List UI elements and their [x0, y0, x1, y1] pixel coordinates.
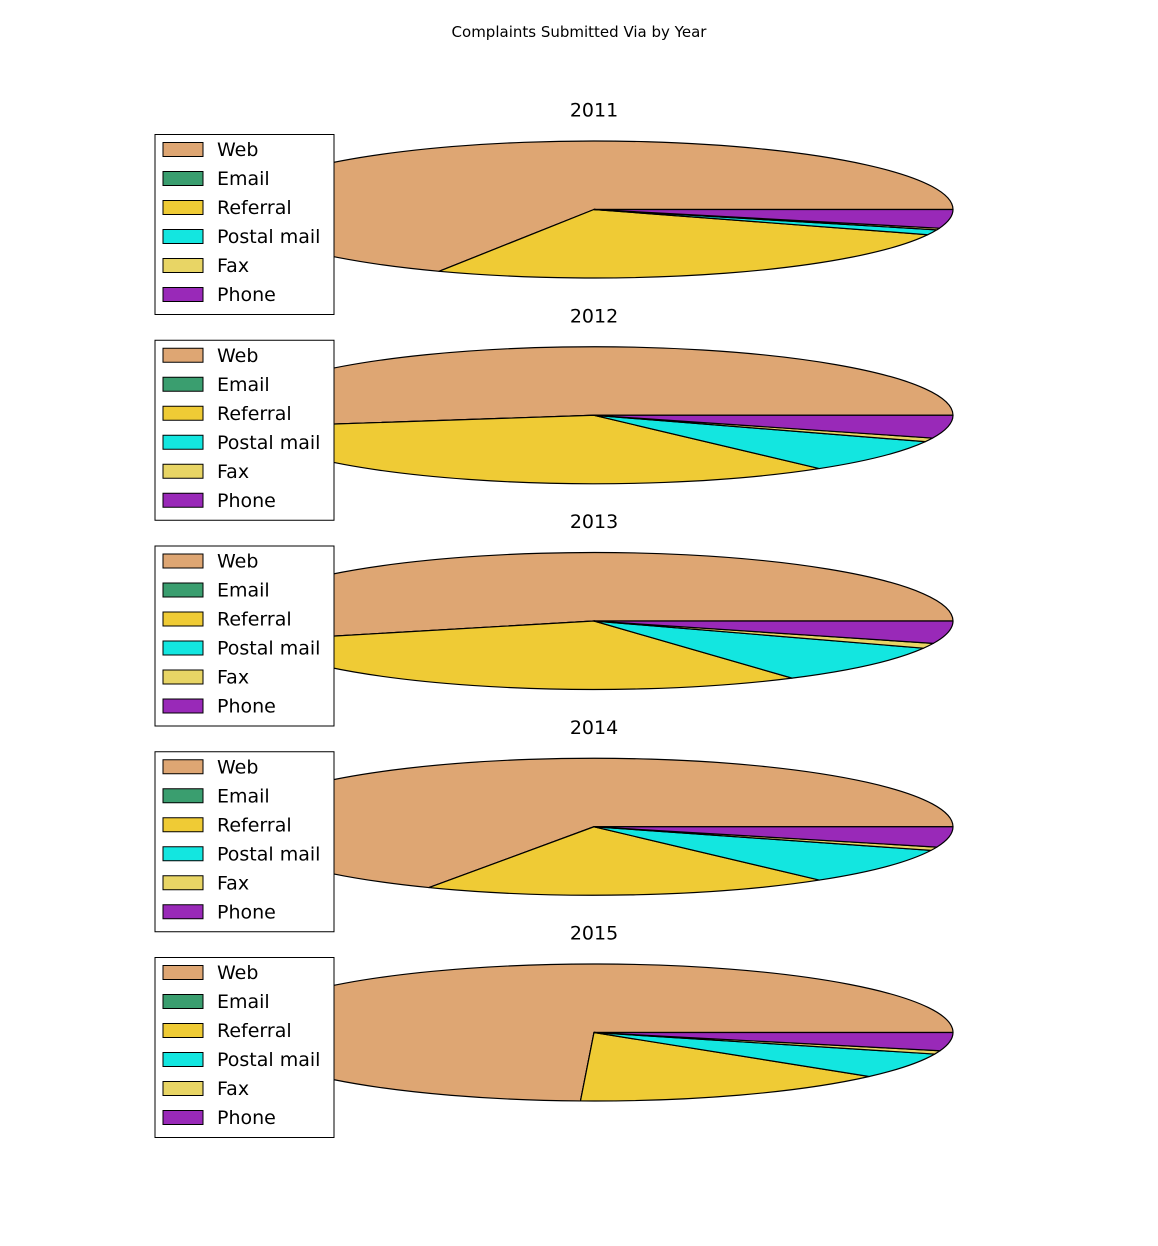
pie-slice-referral	[438, 208, 929, 279]
legend-swatch-phone	[162, 904, 204, 920]
pie-slice-phone	[593, 620, 954, 644]
legend-label-fax: Fax	[217, 255, 249, 277]
legend-frame	[154, 545, 335, 727]
legend-label-postal-mail: Postal mail	[217, 432, 320, 454]
legend-swatch-postal-mail	[162, 1052, 204, 1067]
legend-label-referral: Referral	[217, 1020, 292, 1042]
pie-title: 2015	[570, 923, 618, 945]
pie-chart-2014: 2014 Web Email Referral Postal mail Fax Phone	[154, 717, 954, 933]
legend-label-email: Email	[217, 991, 270, 1013]
legend-label-postal-mail: Postal mail	[217, 1049, 320, 1071]
pie-title: 2012	[570, 305, 618, 327]
pie-chart-2012: 2012 Web Email Referral Postal mail Fax Phone	[154, 305, 954, 521]
legend-label-email: Email	[217, 168, 270, 190]
legend-swatch-phone	[162, 1110, 204, 1125]
legend-label-phone: Phone	[217, 1107, 276, 1129]
legend-label-referral: Referral	[217, 197, 292, 219]
pie-chart-2011: 2011 Web Email Referral Postal mail Fax Phone	[154, 100, 954, 315]
legend-swatch-phone	[162, 698, 204, 714]
legend-label-referral: Referral	[217, 814, 292, 836]
legend-swatch-postal-mail	[162, 434, 204, 450]
legend-label-referral: Referral	[217, 609, 292, 631]
legend-swatch-fax	[162, 258, 204, 273]
legend-label-phone: Phone	[217, 490, 276, 512]
legend-label-fax: Fax	[217, 461, 249, 483]
legend-swatch-email	[162, 994, 204, 1009]
legend-label-web: Web	[217, 962, 258, 984]
pie-title: 2014	[570, 717, 618, 739]
legend-swatch-referral	[162, 200, 204, 215]
pie-chart-2013: 2013 Web Email Referral Postal mail Fax Phone	[154, 511, 954, 727]
pie-slice-referral	[428, 826, 820, 896]
legend-label-phone: Phone	[217, 696, 276, 718]
legend-swatch-web	[162, 965, 204, 980]
legend-label-phone: Phone	[217, 901, 276, 923]
legend-swatch-referral	[162, 1023, 204, 1038]
legend-swatch-phone	[162, 287, 204, 302]
legend-swatch-fax	[162, 669, 204, 685]
legend-label-web: Web	[217, 345, 258, 367]
pie-title: 2013	[570, 511, 618, 533]
legend-swatch-postal-mail	[162, 846, 204, 862]
pie-slice-referral	[579, 1031, 870, 1102]
pie-title: 2011	[570, 100, 618, 122]
legend-label-email: Email	[217, 580, 270, 602]
legend-label-web: Web	[217, 756, 258, 778]
legend-label-postal-mail: Postal mail	[217, 843, 320, 865]
legend-swatch-email	[162, 376, 204, 392]
pie-chart-2015: 2015 Web Email Referral Postal mail Fax Phone	[154, 923, 954, 1138]
legend-label-postal-mail: Postal mail	[217, 638, 320, 660]
pie-slice-phone	[593, 1031, 954, 1052]
legend-swatch-postal-mail	[162, 229, 204, 244]
legend: Web Email Referral Postal mail Fax Phone	[154, 339, 335, 521]
legend: Web Email Referral Postal mail Fax Phone	[154, 751, 335, 933]
legend-label-fax: Fax	[217, 872, 249, 894]
legend: Web Email Referral Postal mail Fax Phone	[154, 545, 335, 727]
legend-label-fax: Fax	[217, 667, 249, 689]
legend-label-email: Email	[217, 374, 270, 396]
legend-swatch-fax	[162, 875, 204, 891]
legend-frame	[154, 957, 335, 1138]
legend-swatch-postal-mail	[162, 640, 204, 656]
legend-swatch-email	[162, 788, 204, 804]
pie-slice-postal-mail	[593, 414, 926, 470]
legend-label-phone: Phone	[217, 284, 276, 306]
pie-slice-phone	[593, 826, 954, 848]
pie-slice-postal-mail	[593, 826, 932, 881]
legend-swatch-web	[162, 759, 204, 775]
legend-swatch-web	[162, 347, 204, 363]
legend-swatch-fax	[162, 463, 204, 479]
legend-frame	[154, 751, 335, 933]
legend-swatch-fax	[162, 1081, 204, 1096]
legend-frame	[154, 339, 335, 521]
legend-swatch-web	[162, 142, 204, 157]
legend-label-web: Web	[217, 139, 258, 161]
legend-label-referral: Referral	[217, 403, 292, 425]
pie-slice-postal-mail	[593, 620, 925, 679]
pie-slice-phone	[593, 414, 954, 439]
figure-title: Complaints Submitted Via by Year	[452, 23, 708, 41]
legend-label-postal-mail: Postal mail	[217, 226, 320, 248]
legend: Web Email Referral Postal mail Fax Phone	[154, 957, 335, 1138]
legend-swatch-referral	[162, 817, 204, 833]
legend-swatch-phone	[162, 492, 204, 508]
legend-label-email: Email	[217, 785, 270, 807]
legend-label-fax: Fax	[217, 1078, 249, 1100]
legend-swatch-referral	[162, 611, 204, 627]
pie-slice-phone	[593, 208, 954, 229]
legend-frame	[154, 134, 335, 315]
legend-label-web: Web	[217, 551, 258, 573]
legend-swatch-referral	[162, 405, 204, 421]
legend-swatch-web	[162, 553, 204, 569]
legend-swatch-email	[162, 582, 204, 598]
legend: Web Email Referral Postal mail Fax Phone	[154, 134, 335, 315]
legend-swatch-email	[162, 171, 204, 186]
